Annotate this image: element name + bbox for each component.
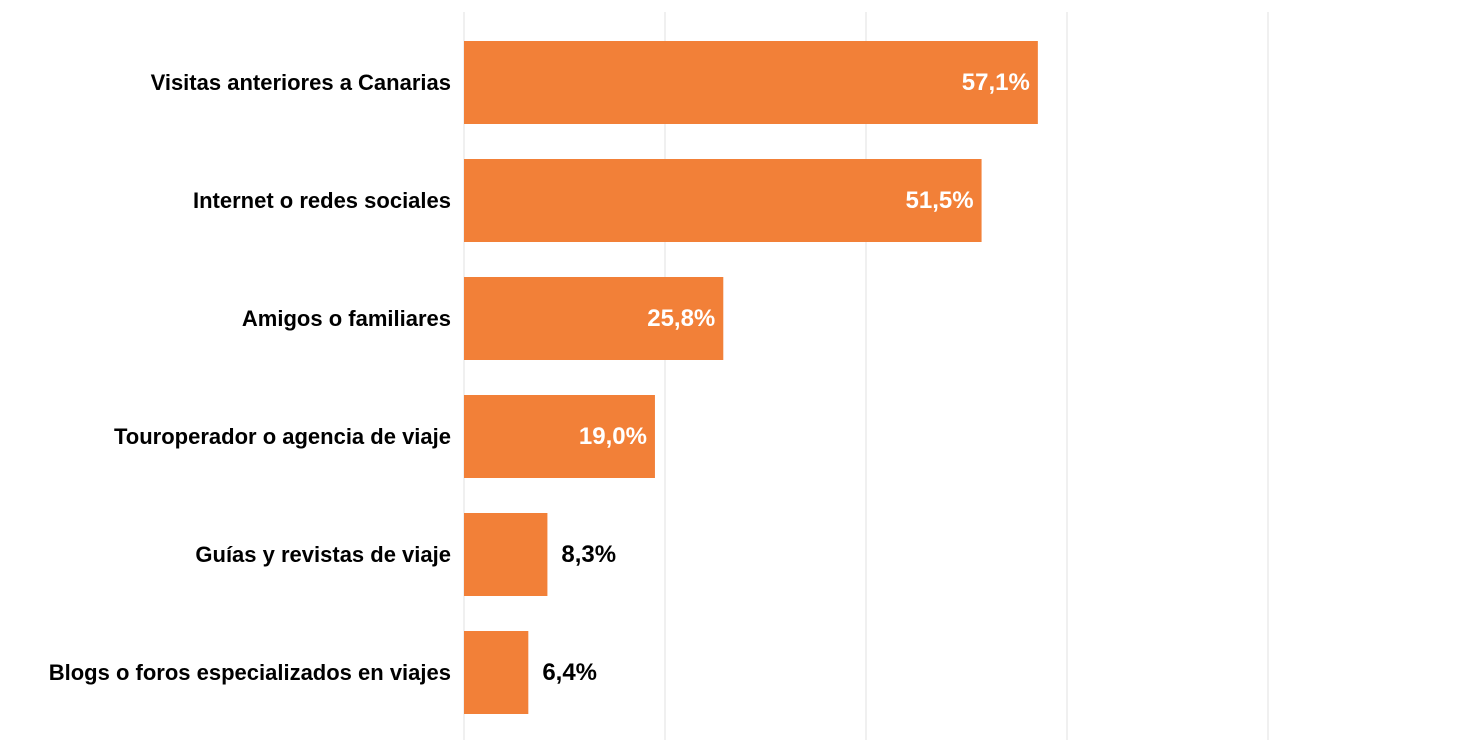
bar	[464, 277, 724, 360]
bar	[464, 41, 1038, 124]
bar	[464, 631, 529, 714]
gridlines	[463, 12, 1269, 740]
value-label: 19,0%	[579, 423, 647, 450]
bar	[464, 159, 982, 242]
category-label: Internet o redes sociales	[193, 188, 451, 213]
bars	[464, 41, 1038, 714]
value-label: 8,3%	[561, 541, 616, 568]
category-label: Blogs o foros especializados en viajes	[49, 660, 451, 685]
value-label: 57,1%	[962, 69, 1030, 96]
category-label: Amigos o familiares	[242, 306, 451, 331]
value-label: 51,5%	[906, 187, 974, 214]
bar	[464, 395, 655, 478]
value-label: 6,4%	[542, 659, 597, 686]
category-label: Visitas anteriores a Canarias	[151, 70, 451, 95]
value-label: 25,8%	[647, 305, 715, 332]
value-labels: 57,1% 51,5% 25,8% 19,0% 8,3% 6,4%	[542, 69, 1030, 686]
category-labels: Visitas anteriores a Canarias Internet o …	[49, 70, 451, 685]
category-label: Guías y revistas de viaje	[195, 542, 451, 567]
bar	[464, 513, 548, 596]
category-label: Touroperador o agencia de viaje	[114, 424, 451, 449]
